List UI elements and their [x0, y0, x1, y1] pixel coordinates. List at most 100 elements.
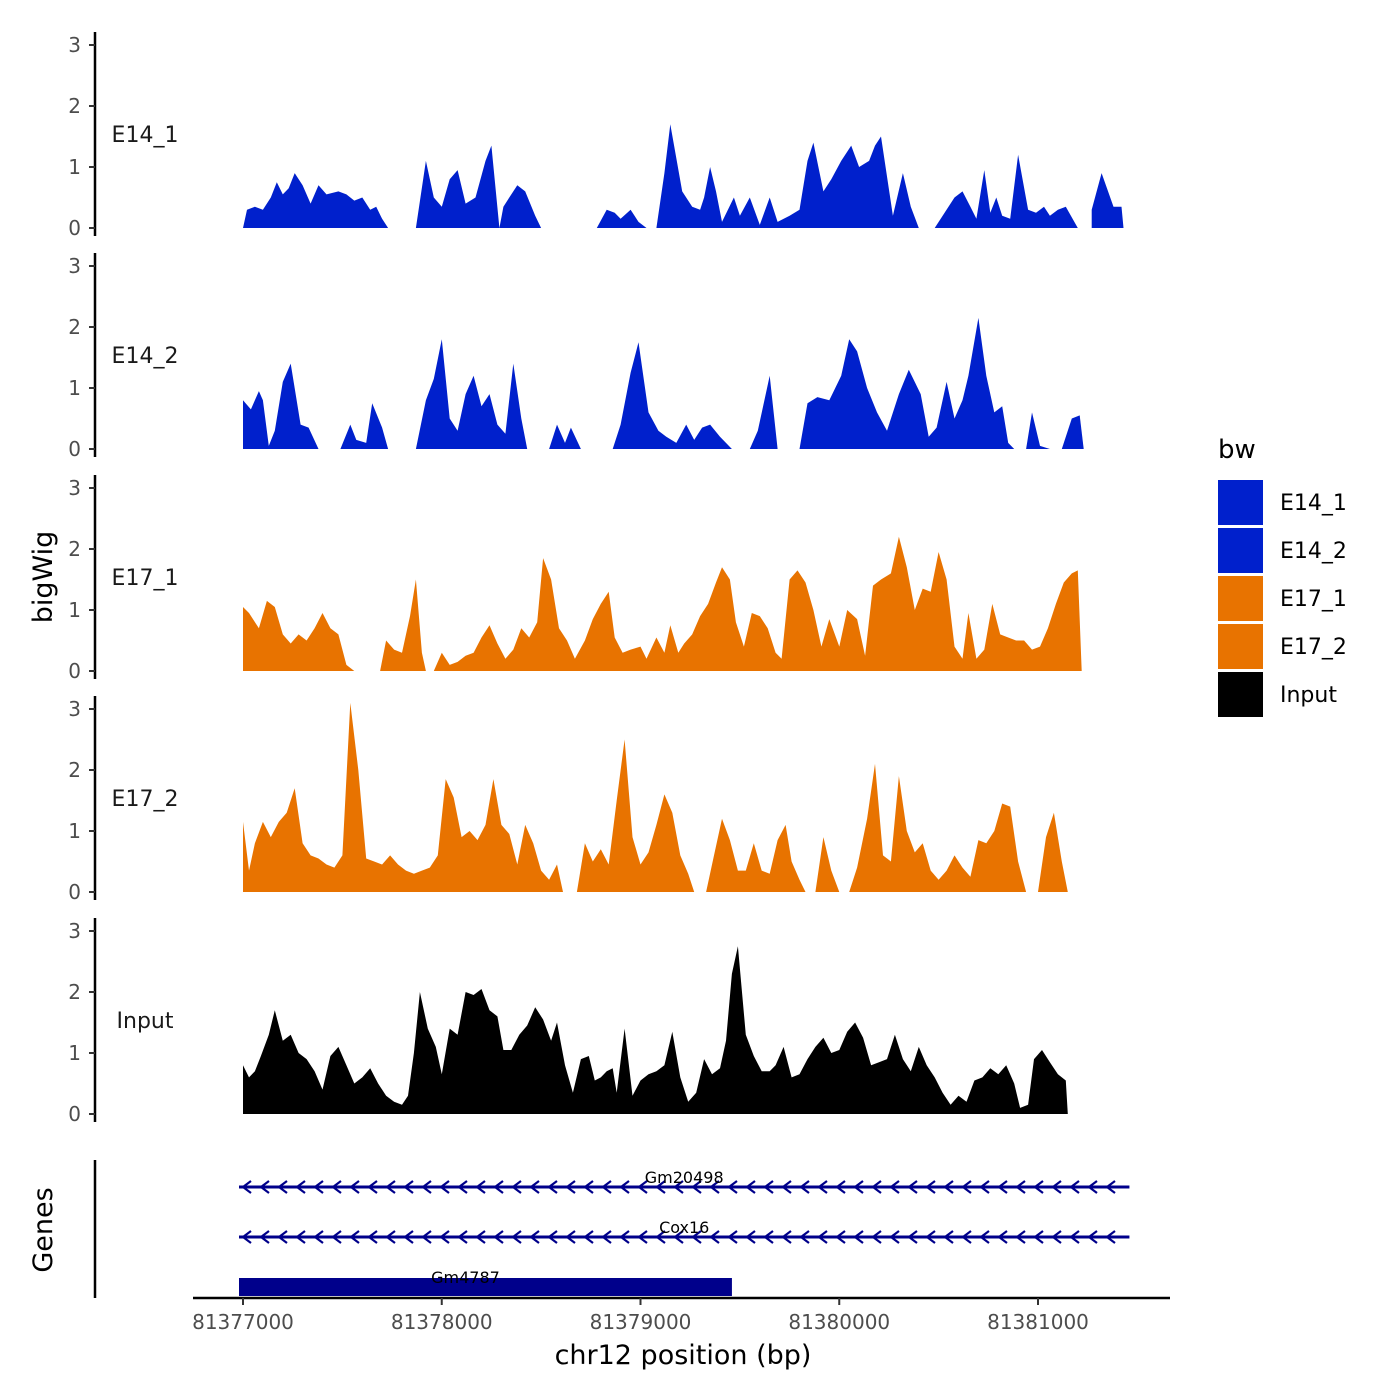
- y-tick-label: 1: [68, 376, 81, 400]
- y-tick-label: 1: [68, 819, 81, 843]
- strand-arrow: [367, 1230, 378, 1244]
- strand-arrow: [1069, 1180, 1080, 1194]
- strand-arrow: [799, 1230, 810, 1244]
- y-tick-label: 2: [68, 537, 81, 561]
- strand-arrow: [961, 1230, 972, 1244]
- y-tick-label: 3: [68, 33, 81, 57]
- strand-arrow: [259, 1180, 270, 1194]
- strand-arrow: [349, 1180, 360, 1194]
- strand-arrow: [817, 1230, 828, 1244]
- strand-arrow: [1105, 1230, 1116, 1244]
- strand-arrow: [943, 1230, 954, 1244]
- strand-arrow: [655, 1230, 666, 1244]
- legend-label: E14_1: [1280, 491, 1347, 516]
- signal-area-E17_2: [706, 818, 806, 892]
- legend-swatch: [1218, 624, 1263, 669]
- strand-arrow: [817, 1180, 828, 1194]
- signal-area-E14_2: [612, 342, 732, 449]
- strand-arrow: [1087, 1180, 1098, 1194]
- genes-axis-title: Genes: [28, 1187, 59, 1272]
- strand-arrow: [727, 1230, 738, 1244]
- gene-body: [239, 1278, 732, 1296]
- strand-arrow: [565, 1230, 576, 1244]
- signal-area-E14_2: [1061, 415, 1084, 449]
- strand-arrow: [709, 1230, 720, 1244]
- strand-arrow: [763, 1180, 774, 1194]
- strand-arrow: [601, 1180, 612, 1194]
- gene-Gm4787: Gm4787: [239, 1268, 732, 1296]
- signal-area-E17_1: [243, 600, 355, 671]
- bigwig-tracks: 0 1 2 3 E14_1 0 1 2 3 E14_2 0 1 2 3 E17_1 0 1 2 3 E17_2 0 1 2 3…: [68, 32, 1124, 1126]
- strand-arrow: [313, 1230, 324, 1244]
- legend-label: E17_1: [1280, 587, 1347, 612]
- strand-arrow: [1051, 1230, 1062, 1244]
- legend-label: Input: [1280, 683, 1337, 708]
- strand-arrow: [295, 1230, 306, 1244]
- signal-area-E14_2: [243, 363, 319, 449]
- signal-area-E14_2: [415, 339, 528, 449]
- y-tick-label: 3: [68, 919, 81, 943]
- strand-arrow: [349, 1230, 360, 1244]
- y-tick-label: 2: [68, 980, 81, 1004]
- y-tick-label: 3: [68, 476, 81, 500]
- strand-arrow: [547, 1180, 558, 1194]
- strand-arrow: [493, 1230, 504, 1244]
- strand-arrow: [1015, 1180, 1026, 1194]
- legend-title: bw: [1218, 435, 1256, 465]
- track-label: E17_1: [112, 566, 179, 591]
- strand-arrow: [331, 1180, 342, 1194]
- track-label: Input: [117, 1009, 174, 1034]
- signal-area-E17_2: [243, 702, 563, 892]
- strand-arrow: [727, 1180, 738, 1194]
- strand-arrow: [385, 1230, 396, 1244]
- strand-arrow: [853, 1230, 864, 1244]
- y-axis-title: bigWig: [28, 531, 59, 624]
- y-tick-label: 0: [68, 1102, 81, 1126]
- strand-arrow: [907, 1230, 918, 1244]
- track-Input: 0 1 2 3 Input: [68, 918, 1068, 1126]
- gene-label: Cox16: [659, 1218, 709, 1237]
- strand-arrow: [925, 1180, 936, 1194]
- strand-arrow: [781, 1230, 792, 1244]
- gene-label: Gm4787: [431, 1268, 500, 1287]
- strand-arrow: [241, 1230, 252, 1244]
- strand-arrow: [835, 1180, 846, 1194]
- strand-arrow: [439, 1180, 450, 1194]
- y-tick-label: 0: [68, 216, 81, 240]
- x-tick-label: 81377000: [192, 1310, 294, 1334]
- strand-arrow: [259, 1230, 270, 1244]
- signal-area-E17_1: [380, 579, 426, 671]
- strand-arrow: [475, 1230, 486, 1244]
- strand-arrow: [1033, 1180, 1044, 1194]
- strand-arrow: [547, 1230, 558, 1244]
- strand-arrow: [511, 1180, 522, 1194]
- track-label: E14_1: [112, 123, 179, 148]
- strand-arrow: [493, 1180, 504, 1194]
- legend-label: E17_2: [1280, 635, 1347, 660]
- gene-Cox16: Cox16: [239, 1218, 1130, 1244]
- y-tick-label: 3: [68, 254, 81, 278]
- strand-arrow: [907, 1180, 918, 1194]
- strand-arrow: [511, 1230, 522, 1244]
- signal-area-E14_2: [549, 424, 581, 449]
- x-axis: 81377000 81378000 81379000 81380000 81381000: [192, 1296, 1170, 1334]
- strand-arrow: [799, 1180, 810, 1194]
- signal-area-E17_1: [433, 536, 1082, 671]
- strand-arrow: [961, 1180, 972, 1194]
- strand-arrow: [889, 1180, 900, 1194]
- x-tick-label: 81379000: [590, 1310, 692, 1334]
- genes-panel: Gm20498 Cox16 Gm4787: [93, 1160, 1130, 1298]
- strand-arrow: [1051, 1180, 1062, 1194]
- strand-arrow: [637, 1180, 648, 1194]
- strand-arrow: [745, 1180, 756, 1194]
- x-tick-label: 81378000: [391, 1310, 493, 1334]
- strand-arrow: [601, 1230, 612, 1244]
- signal-area-E17_2: [576, 739, 695, 892]
- signal-area-E14_2: [1026, 412, 1050, 449]
- strand-arrow: [673, 1180, 684, 1194]
- x-tick-label: 81380000: [788, 1310, 890, 1334]
- track-E14_2: 0 1 2 3 E14_2: [68, 253, 1084, 461]
- strand-arrow: [475, 1180, 486, 1194]
- track-E14_1: 0 1 2 3 E14_1: [68, 32, 1124, 240]
- strand-arrow: [871, 1230, 882, 1244]
